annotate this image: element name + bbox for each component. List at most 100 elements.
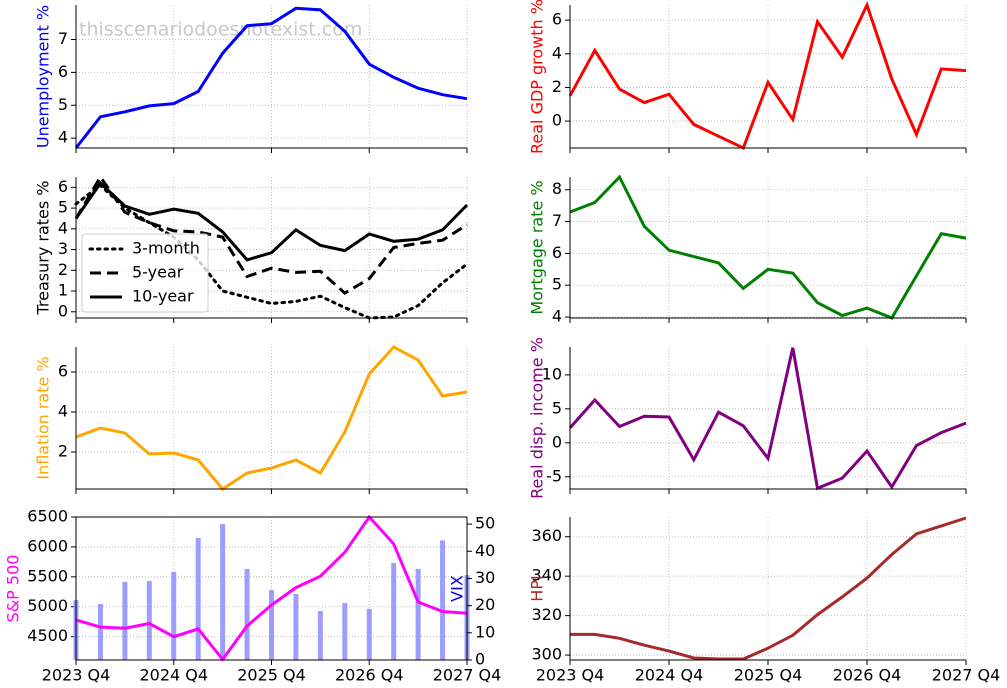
bar (244, 568, 250, 660)
bar (293, 593, 299, 660)
legend: 3-month 5-year 10-year (81, 233, 209, 313)
bar (220, 524, 226, 660)
legend-label: 10-year (132, 287, 194, 306)
line (75, 345, 468, 491)
x-tick-label: 2027 Q4 (932, 666, 1001, 685)
x-tick-label: 2026 Q4 (335, 666, 404, 685)
panel: 4 5 6 7 thisscenariodoesnotexist.com Unemploy… (34, 5, 468, 153)
y-tick-label: 4 (552, 307, 562, 326)
y-tick-label: 5 (58, 95, 68, 114)
line (570, 516, 967, 661)
y-tick-label: 5 (58, 198, 68, 217)
y-axis-label: Unemployment % (34, 5, 53, 148)
y-tick-label: 6000 (27, 536, 68, 555)
y-tick-label: 1 (58, 281, 68, 300)
y-tick-label: 4 (552, 43, 562, 62)
panel: 2 4 6 Inflation rate % (34, 345, 468, 494)
bar (122, 581, 128, 660)
y-tick-label: 5 (552, 398, 562, 417)
line (568, 0, 967, 151)
bar (317, 611, 323, 660)
y-tick-label: 320 (531, 605, 562, 624)
x-tick-label: 2025 Q4 (237, 666, 306, 685)
y2-axis-label: VIX (448, 575, 467, 602)
line (75, 514, 468, 662)
bar (195, 537, 201, 660)
bar (171, 571, 177, 660)
bar (415, 568, 421, 660)
y2-tick-label: 30 (475, 568, 495, 587)
y-tick-label: 0 (552, 111, 562, 130)
y-tick-label: 5000 (27, 596, 68, 615)
panel: 0 2 4 6 Real GDP growth % (528, 0, 967, 154)
y-tick-label: 6 (58, 362, 68, 381)
x-tick-label: 2023 Q4 (42, 666, 111, 685)
x-tick-label: 2024 Q4 (635, 666, 704, 685)
panel: 4 5 6 7 8 Mortgage rate % (528, 174, 967, 326)
y-tick-label: 2 (58, 260, 68, 279)
y-tick-label: 7 (552, 211, 562, 230)
bar (440, 540, 446, 660)
watermark: thisscenariodoesnotexist.com (79, 19, 362, 41)
y-tick-label: 0 (552, 432, 562, 451)
panel: 4500 5000 5500 6000 6500 2023 Q4 2024 Q4 2025 Q… (4, 507, 502, 685)
y-tick-label: 6500 (27, 507, 68, 526)
y-tick-label: 7 (58, 29, 68, 48)
y-tick-label: 10 (542, 364, 562, 383)
y-axis-label: Real disp. income % (528, 337, 547, 499)
panel: 01 2 3 45 6 Treasury rates % 3-month 5-year 10-y… (34, 174, 469, 323)
bar (366, 608, 372, 660)
y2-tick-label: 20 (475, 595, 495, 614)
bar (342, 602, 348, 660)
line (568, 347, 967, 491)
y-axis-label: HPI (528, 575, 547, 601)
y-tick-label: 0 (58, 301, 68, 320)
legend-box (81, 233, 209, 313)
y2-tick-label: 40 (475, 541, 495, 560)
x-tick-label: 2027 Q4 (433, 666, 502, 685)
bar (269, 590, 274, 660)
line (74, 180, 469, 262)
line (74, 6, 468, 149)
x-tick-label: 2025 Q4 (734, 666, 803, 685)
y-axis-label: Inflation rate % (34, 356, 53, 479)
bar (391, 562, 397, 660)
y2-tick-label: 50 (475, 514, 495, 533)
legend-label: 5-year (132, 263, 184, 282)
y-tick-label: -5 (546, 466, 562, 485)
y-tick-label: 2 (58, 442, 68, 461)
y-axis-label: S&P 500 (4, 555, 23, 623)
y2-tick-label: 10 (475, 622, 495, 641)
y-tick-label: 4500 (27, 626, 68, 645)
y-axis-label: Mortgage rate % (528, 180, 547, 314)
y-axis-label: Real GDP growth % (528, 0, 547, 154)
y-tick-label: 2 (552, 77, 562, 96)
bar (146, 581, 152, 660)
y-tick-label: 340 (531, 566, 562, 585)
panel: 300 320 340 360 2023 Q4 2024 Q4 2025 Q4 2026 Q4… (528, 516, 1001, 685)
line (74, 174, 468, 295)
line (569, 174, 967, 320)
x-tick-label: 2023 Q4 (536, 666, 605, 685)
y-tick-label: 4 (58, 128, 68, 147)
y-tick-label: 4 (58, 218, 68, 237)
y-tick-label: 300 (531, 645, 562, 664)
x-tick-label: 2024 Q4 (139, 666, 208, 685)
y-tick-label: 5500 (27, 566, 68, 585)
y-tick-label: 6 (58, 177, 68, 196)
y-tick-label: 360 (531, 526, 562, 545)
y-tick-label: 8 (552, 179, 562, 198)
y-tick-label: 6 (552, 10, 562, 29)
y-tick-label: 3 (58, 239, 68, 258)
y-axis-label: Treasury rates % (34, 180, 53, 315)
legend-label: 3-month (132, 239, 200, 258)
bar (97, 603, 103, 660)
y2-tick-label: 0 (475, 650, 485, 669)
y-tick-label: 5 (552, 275, 562, 294)
y-tick-label: 6 (552, 243, 562, 262)
y-tick-label: 4 (58, 402, 68, 421)
y-tick-label: 6 (58, 62, 68, 81)
x-tick-label: 2026 Q4 (833, 666, 902, 685)
